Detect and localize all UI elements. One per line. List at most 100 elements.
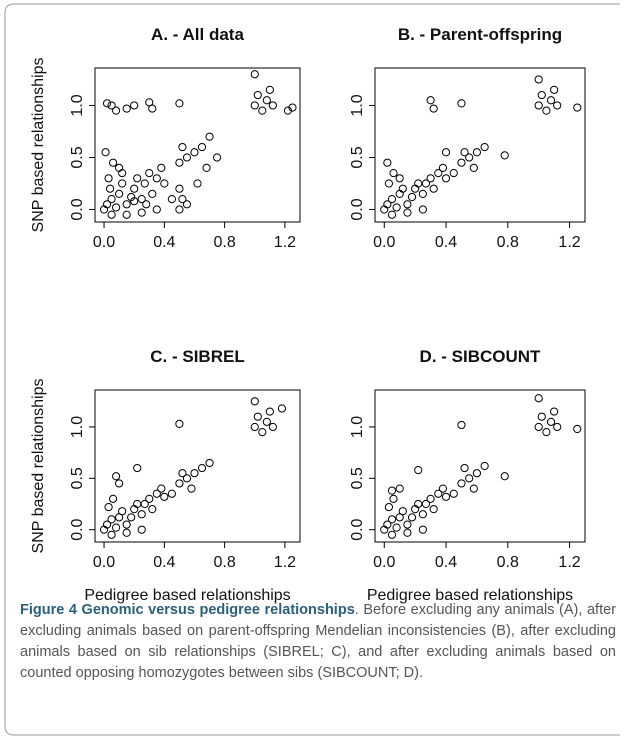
point bbox=[537, 412, 546, 421]
point bbox=[480, 461, 489, 471]
point bbox=[140, 179, 149, 188]
point bbox=[104, 502, 113, 512]
x-tick-label: 0.8 bbox=[497, 234, 519, 251]
y-tick-label: 0.0 bbox=[69, 518, 86, 540]
point bbox=[384, 502, 393, 512]
point bbox=[429, 505, 438, 514]
panel-title: C. - SIBREL bbox=[150, 347, 244, 366]
point bbox=[197, 142, 207, 152]
point bbox=[175, 158, 184, 167]
point bbox=[265, 85, 274, 94]
point bbox=[438, 163, 448, 172]
point bbox=[167, 489, 176, 498]
point bbox=[387, 515, 397, 524]
point bbox=[392, 203, 401, 212]
point bbox=[441, 148, 451, 157]
point bbox=[414, 179, 423, 188]
point bbox=[250, 397, 259, 406]
point bbox=[160, 492, 169, 501]
point bbox=[392, 523, 401, 532]
point bbox=[178, 469, 187, 478]
point bbox=[250, 101, 259, 110]
panel-title: B. - Parent-offspring bbox=[398, 25, 562, 44]
point bbox=[395, 484, 404, 493]
point bbox=[190, 469, 199, 478]
point bbox=[122, 104, 131, 113]
point bbox=[500, 472, 509, 481]
point bbox=[182, 474, 192, 483]
x-tick-label: 0.4 bbox=[153, 554, 175, 571]
point bbox=[130, 101, 139, 110]
point bbox=[262, 96, 271, 105]
y-tick-label: 0.5 bbox=[69, 146, 86, 168]
panel-title: A. - All data bbox=[151, 25, 244, 44]
caption-heading: Figure 4 Genomic versus pedigree relatio… bbox=[20, 602, 355, 618]
panel-title: D. - SIBCOUNT bbox=[420, 347, 542, 366]
point bbox=[250, 422, 259, 432]
y-tick-label: 1.0 bbox=[69, 416, 86, 438]
point bbox=[148, 104, 157, 113]
point bbox=[465, 153, 474, 162]
point bbox=[182, 153, 192, 162]
x-tick-label: 0.0 bbox=[93, 554, 115, 571]
point bbox=[426, 174, 435, 183]
point bbox=[398, 184, 407, 193]
point bbox=[127, 192, 136, 202]
point bbox=[573, 103, 582, 112]
point bbox=[441, 174, 451, 183]
point bbox=[441, 492, 451, 501]
y-axis-label: SNP based relationships bbox=[30, 58, 47, 233]
point bbox=[500, 151, 509, 160]
y-axis-label: SNP based relationships bbox=[30, 379, 47, 554]
point bbox=[418, 525, 427, 534]
point bbox=[127, 513, 136, 522]
point bbox=[457, 99, 466, 108]
point bbox=[160, 179, 169, 188]
point bbox=[534, 422, 543, 432]
x-tick-label: 1.2 bbox=[558, 554, 580, 571]
point bbox=[469, 484, 478, 493]
point bbox=[418, 510, 427, 519]
point bbox=[429, 104, 438, 113]
point bbox=[383, 200, 392, 209]
x-axis-label: Pedigree based relationships bbox=[84, 587, 290, 604]
point bbox=[187, 484, 196, 493]
point bbox=[542, 428, 551, 437]
point bbox=[426, 96, 435, 105]
point bbox=[130, 184, 139, 193]
point bbox=[550, 85, 559, 94]
x-tick-label: 0.4 bbox=[435, 234, 457, 251]
point bbox=[212, 153, 222, 162]
caption-text: . Before excluding any animals (A), afte… bbox=[20, 602, 616, 681]
point bbox=[457, 479, 466, 488]
x-tick-label: 0.0 bbox=[373, 554, 395, 571]
point bbox=[145, 168, 154, 178]
point bbox=[137, 525, 146, 534]
point bbox=[384, 179, 393, 188]
point bbox=[107, 515, 116, 524]
point bbox=[277, 404, 287, 413]
point bbox=[253, 412, 262, 421]
point bbox=[480, 142, 489, 152]
point bbox=[414, 466, 423, 475]
point bbox=[102, 200, 112, 209]
x-tick-label: 0.4 bbox=[435, 554, 457, 571]
point bbox=[202, 163, 211, 172]
point bbox=[469, 163, 478, 172]
point bbox=[157, 163, 166, 172]
point bbox=[142, 200, 151, 209]
point bbox=[418, 205, 427, 214]
x-tick-label: 0.8 bbox=[497, 554, 519, 571]
point bbox=[426, 494, 435, 503]
point bbox=[407, 192, 417, 202]
point bbox=[175, 99, 184, 108]
y-tick-label: 1.0 bbox=[349, 416, 366, 438]
point bbox=[258, 106, 267, 115]
point bbox=[130, 197, 139, 206]
point bbox=[403, 520, 412, 529]
point bbox=[178, 142, 187, 152]
point bbox=[283, 106, 293, 115]
point bbox=[175, 205, 184, 214]
point bbox=[573, 424, 582, 434]
